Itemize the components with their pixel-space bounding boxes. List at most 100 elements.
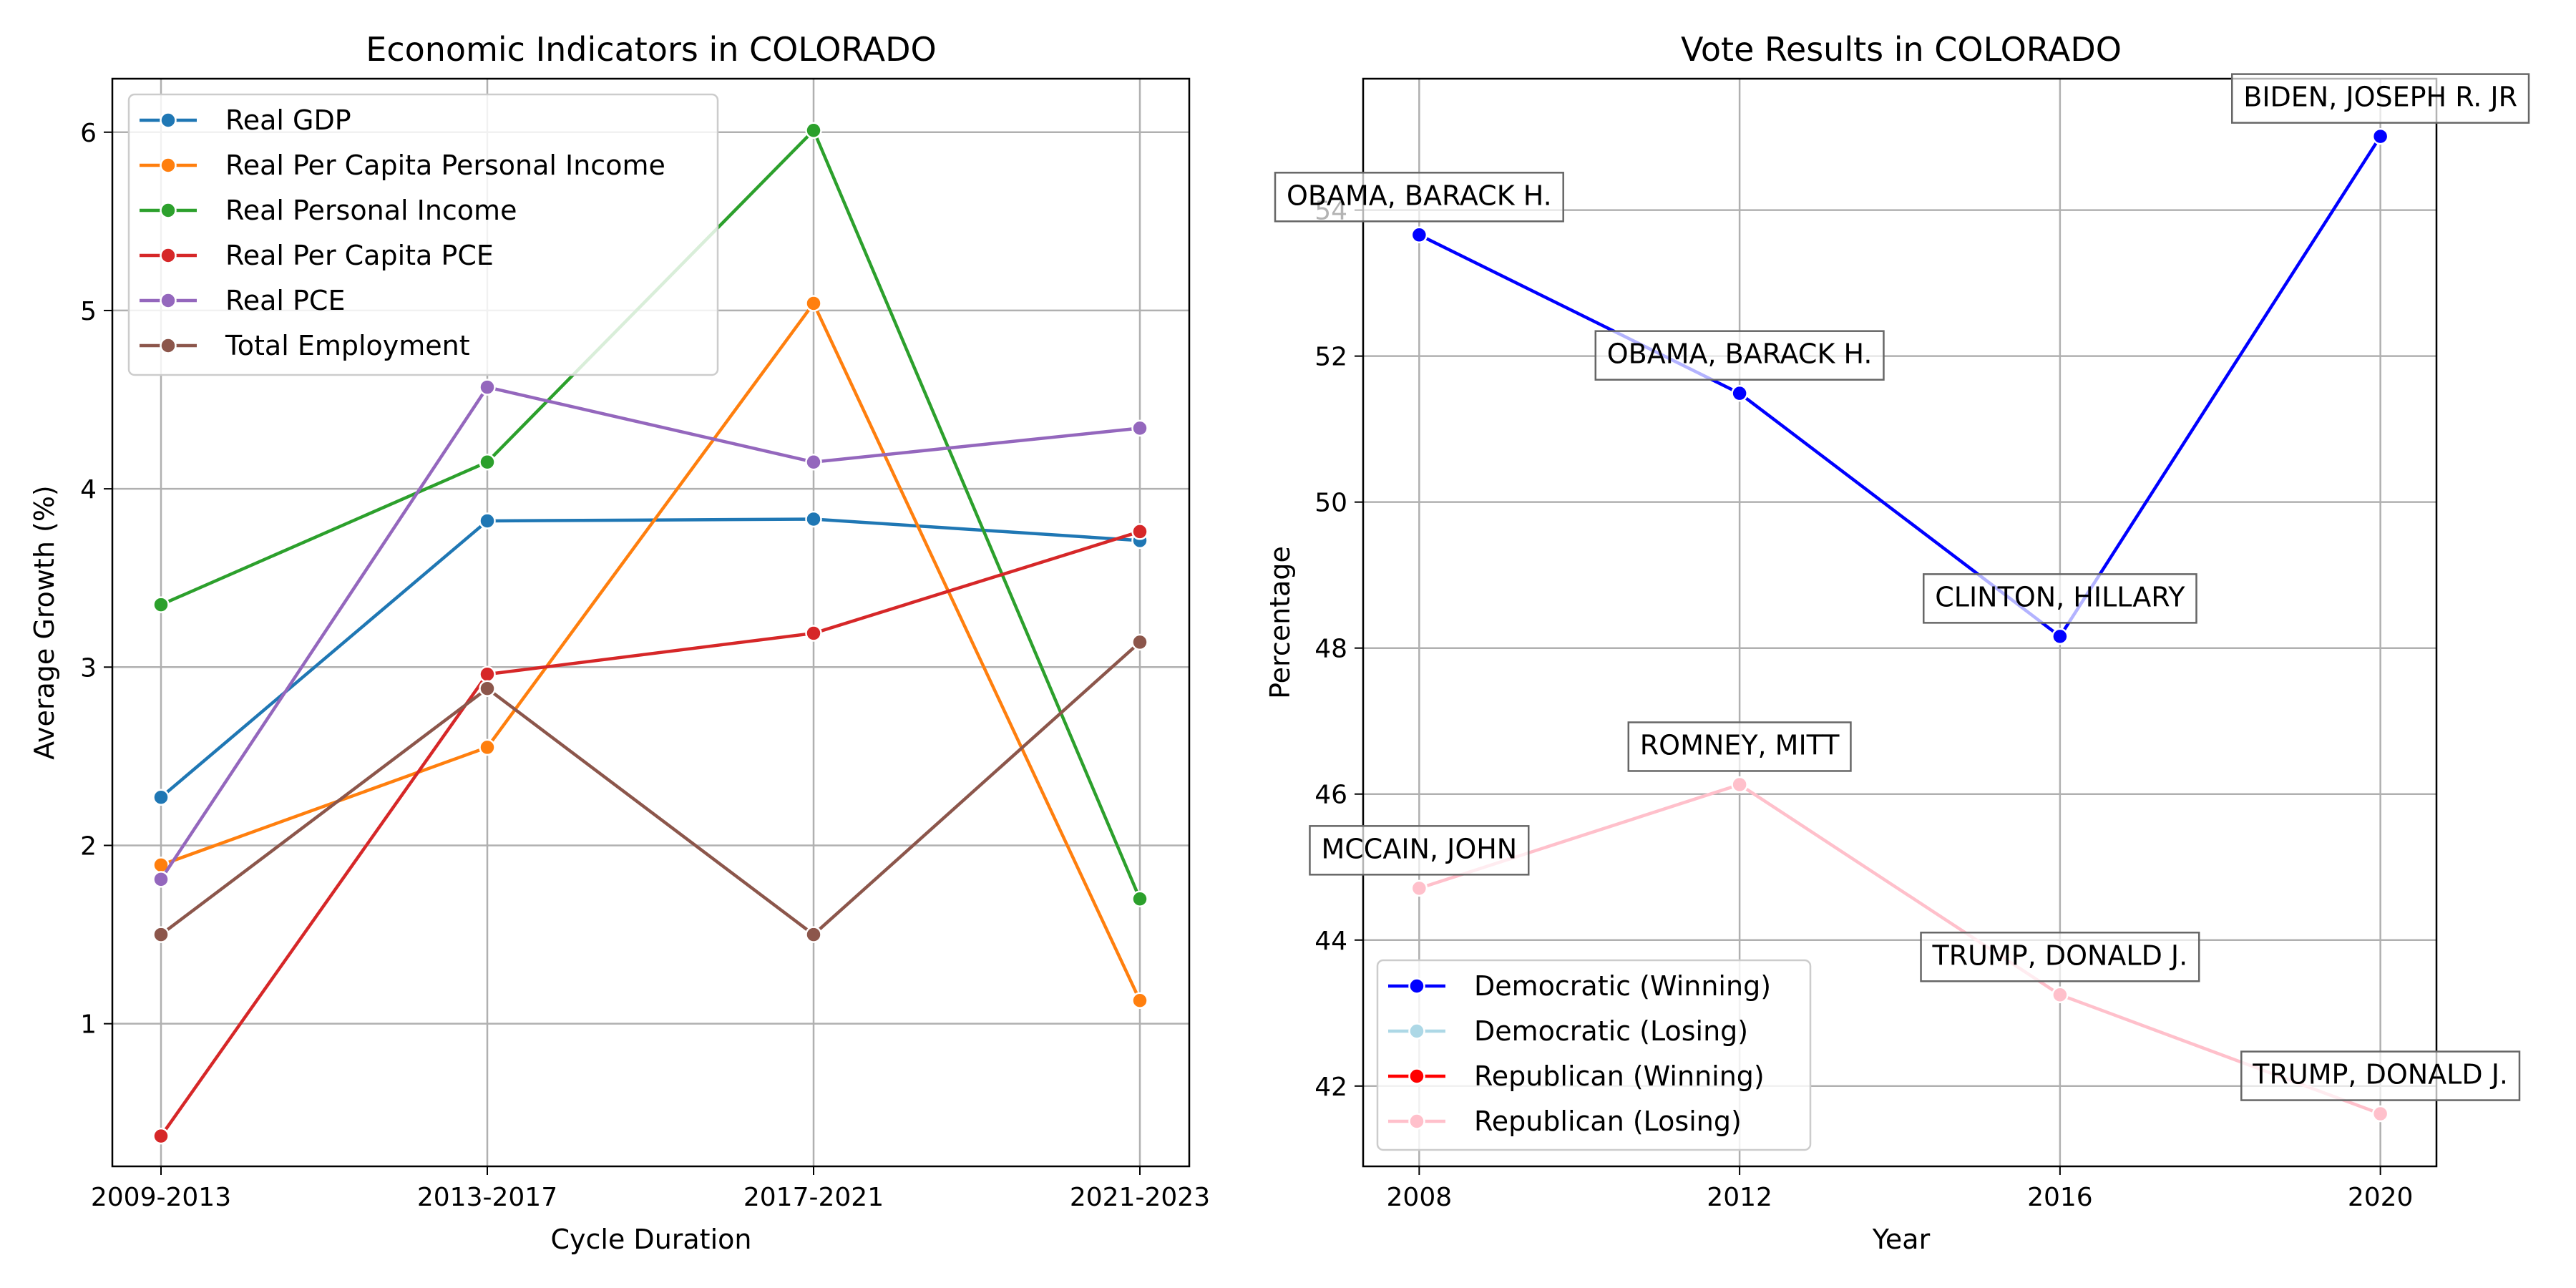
candidate-annotation: BIDEN, JOSEPH R. JR <box>2231 73 2530 124</box>
data-point <box>805 453 822 471</box>
y-axis-label: Average Growth (%) <box>29 485 60 760</box>
data-point <box>152 926 170 943</box>
candidate-annotation: OBAMA, BARACK H. <box>1594 330 1885 381</box>
series-line <box>1418 135 2382 639</box>
series-line <box>160 517 1141 799</box>
series-real-pce <box>152 379 1148 888</box>
candidate-annotation: MCCAIN, JOHN <box>1309 825 1530 876</box>
legend-marker <box>160 157 177 174</box>
legend-entry: Real Personal Income <box>140 195 517 226</box>
series-republican <box>1410 776 2389 1123</box>
legend-marker <box>160 202 177 219</box>
data-point <box>2051 628 2069 645</box>
candidate-annotation: ROMNEY, MITT <box>1627 721 1852 772</box>
plot-frame <box>111 77 1191 1168</box>
legend-entry: Total Employment <box>140 330 470 361</box>
candidate-name: OBAMA, BARACK H. <box>1607 338 1873 370</box>
legend-box <box>127 93 719 376</box>
y-tick-label: 2 <box>80 831 97 861</box>
y-tick-labels: 42444648505254 <box>1314 197 1363 1102</box>
data-point <box>1131 633 1148 651</box>
y-tick-label: 4 <box>80 475 97 504</box>
legend-entry: Real Per Capita Personal Income <box>140 150 665 181</box>
data-point <box>479 738 496 756</box>
annotation-box <box>1920 932 2200 982</box>
candidate-annotation: CLINTON, HILLARY <box>1923 573 2197 624</box>
candidate-name: TRUMP, DONALD J. <box>2252 1059 2508 1091</box>
x-tick-label: 2009-2013 <box>91 1183 231 1212</box>
legend-label: Democratic (Winning) <box>1474 970 1771 1002</box>
data-point <box>1131 992 1148 1010</box>
data-point <box>805 295 822 312</box>
y-tick-label: 44 <box>1314 927 1347 956</box>
x-tick-label: 2017-2021 <box>743 1183 884 1212</box>
series-real-per-capita-pce <box>152 523 1148 1145</box>
plot-frame <box>1362 77 2438 1168</box>
data-point <box>805 122 822 140</box>
data-point <box>1410 879 1428 897</box>
annotation-box <box>1923 573 2197 624</box>
x-tick-label: 2020 <box>2348 1183 2414 1212</box>
y-tick-label: 52 <box>1314 343 1347 372</box>
candidate-name: ROMNEY, MITT <box>1640 729 1840 761</box>
legend-marker <box>160 292 177 309</box>
x-axis-label: Cycle Duration <box>551 1224 752 1255</box>
data-point <box>479 512 496 530</box>
series-real-gdp <box>152 510 1148 806</box>
y-tick-label: 5 <box>80 297 97 326</box>
series-lines <box>1410 127 2389 1123</box>
candidate-name: CLINTON, HILLARY <box>1935 581 2185 613</box>
legend-marker <box>1408 977 1425 995</box>
legend-label: Republican (Losing) <box>1474 1106 1742 1137</box>
legend-entry: Real Per Capita PCE <box>140 240 494 271</box>
data-point <box>152 871 170 888</box>
legend: Democratic (Winning) Democratic (Losing) R… <box>1376 959 1812 1151</box>
legend-entry: Democratic (Winning) <box>1388 970 1771 1002</box>
legend-label: Real PCE <box>225 285 345 316</box>
legend-label: Real Per Capita Personal Income <box>225 150 665 181</box>
legend-entry: Real PCE <box>140 285 345 316</box>
legend-entry: Democratic (Losing) <box>1388 1015 1748 1047</box>
legend-marker <box>160 337 177 354</box>
data-point <box>152 596 170 613</box>
x-tick-labels: 2009-2013 2013-2017 2017-2021 2021-2023 <box>91 1166 1210 1212</box>
series-line <box>160 300 1142 1002</box>
candidate-annotation: TRUMP, DONALD J. <box>2240 1050 2521 1101</box>
x-tick-label: 2016 <box>2027 1183 2093 1212</box>
annotation-box <box>1309 825 1530 876</box>
chart-title: Economic Indicators in COLORADO <box>366 30 936 69</box>
data-point <box>1131 419 1148 437</box>
economic-indicators-chart: Economic Indicators in COLORADO 2009-201… <box>29 30 1210 1255</box>
y-tick-labels: 1 2 3 4 5 6 <box>80 119 112 1040</box>
data-point <box>1131 523 1148 540</box>
x-axis-label: Year <box>1872 1224 1931 1255</box>
legend-label: Real Per Capita PCE <box>225 240 494 271</box>
legend-label: Real GDP <box>225 104 351 136</box>
y-tick-label: 6 <box>80 119 97 148</box>
x-tick-label: 2013-2017 <box>417 1183 557 1212</box>
candidate-name: OBAMA, BARACK H. <box>1287 180 1552 211</box>
chart-title: Vote Results in COLORADO <box>1681 30 2122 69</box>
y-tick-label: 50 <box>1314 489 1347 518</box>
x-tick-label: 2008 <box>1387 1183 1453 1212</box>
legend-entry: Republican (Winning) <box>1388 1060 1765 1092</box>
series-line <box>160 640 1141 937</box>
candidate-annotations: OBAMA, BARACK H. OBAMA, BARACK H. CLINTON,… <box>1274 73 2530 1101</box>
series-real-per-capita-personal-income <box>152 295 1148 1010</box>
y-tick-label: 48 <box>1314 635 1347 664</box>
data-point <box>1731 776 1748 794</box>
y-tick-label: 3 <box>80 653 97 683</box>
candidate-name: MCCAIN, JOHN <box>1321 833 1517 864</box>
data-point <box>1131 890 1148 907</box>
legend-label: Republican (Winning) <box>1474 1060 1765 1092</box>
data-point <box>805 625 822 642</box>
candidate-annotation: OBAMA, BARACK H. <box>1274 172 1564 223</box>
candidate-name: BIDEN, JOSEPH R. JR <box>2243 82 2517 113</box>
legend-marker <box>160 247 177 264</box>
vote-results-chart: Vote Results in COLORADO 2008 2012 2016 202… <box>1264 30 2530 1255</box>
series-line <box>1418 782 2381 1116</box>
annotation-box <box>1274 172 1564 223</box>
data-point <box>152 1127 170 1145</box>
data-point <box>1731 384 1748 402</box>
